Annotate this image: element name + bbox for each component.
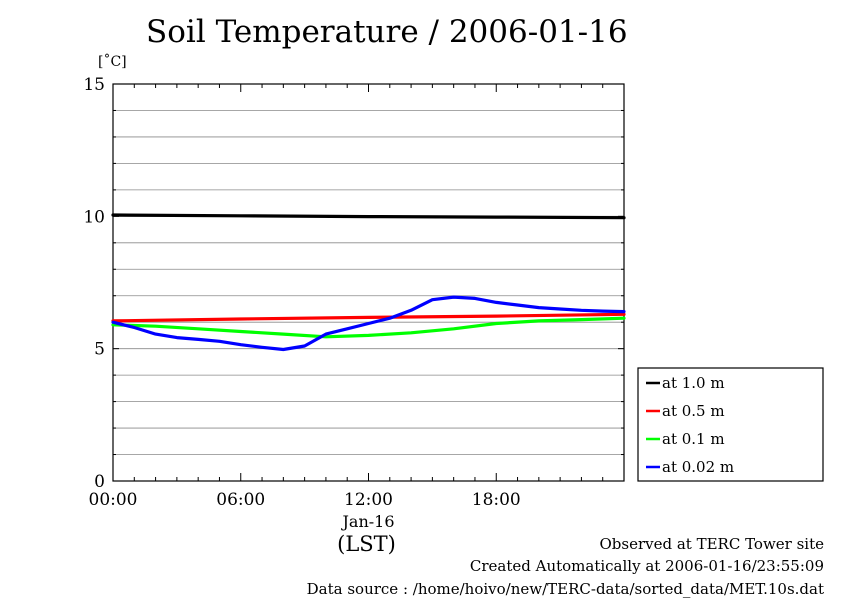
- x-tick-label: 18:00: [472, 490, 521, 510]
- y-tick-label: 5: [94, 340, 105, 360]
- series-line-2: [111, 316, 626, 339]
- legend-label-3: at 0.02 m: [662, 458, 734, 476]
- x-tick-label: 12:00: [344, 490, 393, 510]
- series-line-1: [111, 312, 626, 323]
- legend-label-1: at 0.5 m: [662, 402, 725, 420]
- y-tick-label: 0: [94, 472, 105, 492]
- x-tick-label: 06:00: [216, 490, 265, 510]
- series-line-3: [111, 295, 626, 352]
- y-tick-label: 10: [83, 207, 105, 227]
- x-axis-label: (LST): [337, 532, 396, 556]
- legend-box: [637, 367, 824, 482]
- footer-data-source: Data source : /home/hoivo/new/TERC-data/…: [306, 580, 824, 598]
- legend-label-0: at 1.0 m: [662, 374, 725, 392]
- footer-observed-site: Observed at TERC Tower site: [599, 535, 824, 553]
- chart-title: Soil Temperature / 2006-01-16: [146, 14, 628, 50]
- legend-label-2: at 0.1 m: [662, 430, 725, 448]
- series-line-0: [111, 213, 626, 220]
- plot-frame: [112, 83, 625, 482]
- y-tick-label: 15: [83, 75, 105, 95]
- x-tick-label: 00:00: [89, 490, 138, 510]
- y-axis-unit-label: [˚C]: [98, 54, 127, 70]
- x-date-label: Jan-16: [340, 512, 394, 531]
- footer-created-timestamp: Created Automatically at 2006-01-16/23:5…: [469, 557, 824, 575]
